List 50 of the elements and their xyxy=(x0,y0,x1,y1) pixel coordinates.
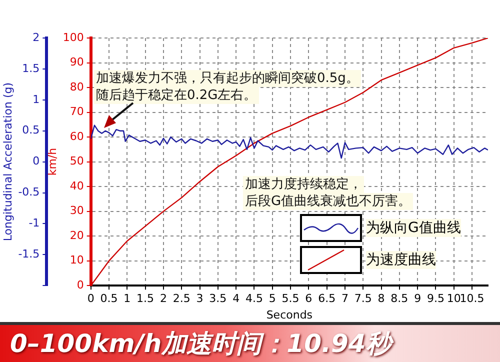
y2-tick-label: 2 xyxy=(32,30,40,44)
annotation: 后段G值曲线衰减也不厉害。 xyxy=(243,193,414,210)
legend-label: 为纵向G值曲线 xyxy=(366,219,461,237)
x-tick-label: 4 xyxy=(232,292,240,306)
x-tick-label: 0 xyxy=(87,292,94,306)
x-tick-label: 9.5 xyxy=(426,292,444,306)
y-axis-title: km/h xyxy=(46,148,60,176)
x-tick-label: 8 xyxy=(378,292,385,306)
x-tick-label: 5 xyxy=(268,292,276,306)
y2-tick-label: 1 xyxy=(32,92,40,106)
y-tick-label: 50 xyxy=(70,154,84,168)
x-tick-label: 7 xyxy=(341,292,348,306)
y-tick-label: 100 xyxy=(62,30,84,44)
x-tick-label: 2 xyxy=(160,292,167,306)
annotation: 加速爆发力不强，只有起步的瞬间突破0.5g。 xyxy=(94,70,361,87)
y-tick-label: 0 xyxy=(76,278,84,292)
x-tick-label: 3.5 xyxy=(209,292,227,306)
y-tick-label: 30 xyxy=(70,204,84,218)
x-tick-label: 10.5 xyxy=(460,292,484,306)
y-tick-label: 70 xyxy=(70,105,84,118)
annotation: 随后趋于稳定在0.2G左右。 xyxy=(94,87,259,104)
x-tick-label: 1 xyxy=(124,292,131,306)
y2-tick-label: 1.5 xyxy=(22,62,40,75)
x-tick-label: 8.5 xyxy=(390,292,408,306)
legend-label: 为速度曲线 xyxy=(366,251,436,269)
annotation: 加速力度持续稳定， xyxy=(243,176,364,193)
y2-tick-label: -0.5 xyxy=(18,186,40,199)
y-tick-label: 80 xyxy=(70,80,84,94)
x-tick-label: 9 xyxy=(414,292,422,306)
x-tick-label: 6 xyxy=(305,292,312,306)
y-tick-label: 10 xyxy=(70,254,84,267)
x-axis-title: Seconds xyxy=(266,308,313,322)
x-tick-label: 7.5 xyxy=(354,292,372,306)
x-tick-label: 10 xyxy=(446,292,461,306)
x-tick-label: 0.5 xyxy=(100,292,118,306)
y2-tick-label: 0 xyxy=(32,154,40,168)
x-tick-label: 1.5 xyxy=(136,292,154,306)
y-tick-label: 90 xyxy=(70,56,84,69)
x-tick-label: 4.5 xyxy=(245,292,263,306)
x-tick-label: 2.5 xyxy=(172,292,190,306)
y2-axis-title: Longitudinal Acceleration (g) xyxy=(1,82,14,242)
y2-tick-label: 0.5 xyxy=(22,124,40,137)
x-tick-label: 3 xyxy=(196,292,204,306)
y2-tick-label: -1.5 xyxy=(18,248,40,261)
y-tick-label: 20 xyxy=(70,228,84,242)
y-tick-label: 60 xyxy=(70,130,84,143)
y-tick-label: 40 xyxy=(70,179,84,192)
x-tick-label: 5.5 xyxy=(282,292,300,306)
y2-tick-label: -1 xyxy=(28,216,40,230)
x-tick-label: 6.5 xyxy=(318,292,336,306)
